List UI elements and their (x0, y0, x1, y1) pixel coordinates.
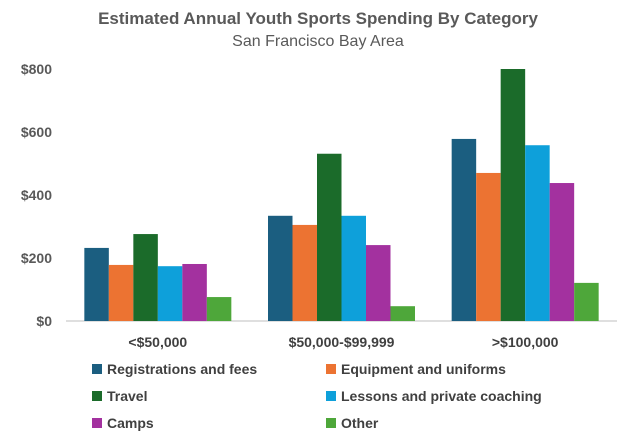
legend-label: Camps (107, 415, 154, 431)
bar (574, 282, 599, 321)
x-tick-label: >$100,000 (492, 334, 559, 350)
legend-item: Equipment and uniforms (326, 361, 506, 377)
bar (341, 215, 366, 321)
bar (525, 145, 550, 321)
legend-swatch (326, 391, 336, 401)
bar (549, 183, 575, 321)
legend-item: Camps (92, 415, 154, 431)
legend-swatch (326, 418, 336, 428)
y-axis: $0 $200 $400 $600 $800 (21, 61, 52, 329)
y-tick-label: $0 (36, 313, 52, 329)
bar (292, 224, 317, 321)
bar (366, 245, 391, 321)
y-tick-label: $200 (21, 250, 52, 266)
legend-swatch (326, 364, 336, 374)
x-tick-label: $50,000-$99,999 (289, 334, 395, 350)
bar (206, 297, 232, 321)
legend-label: Equipment and uniforms (341, 361, 506, 377)
y-tick-label: $800 (21, 61, 52, 77)
legend-item: Lessons and private coaching (326, 388, 542, 404)
legend-label: Other (341, 415, 379, 431)
legend: Registrations and fees Equipment and unif… (92, 361, 542, 431)
y-tick-label: $600 (21, 124, 52, 140)
bar (133, 234, 158, 321)
bar (390, 306, 415, 321)
legend-swatch (92, 364, 102, 374)
bar (268, 215, 293, 321)
bar-area (84, 69, 599, 321)
bar (500, 69, 526, 321)
legend-label: Travel (107, 388, 147, 404)
legend-label: Registrations and fees (107, 361, 257, 377)
legend-swatch (92, 391, 102, 401)
legend-item: Other (326, 415, 379, 431)
legend-item: Travel (92, 388, 147, 404)
bar (157, 266, 183, 321)
bar (451, 138, 477, 321)
legend-item: Registrations and fees (92, 361, 257, 377)
y-tick-label: $400 (21, 187, 52, 203)
legend-label: Lessons and private coaching (341, 388, 542, 404)
bar (182, 263, 207, 321)
x-tick-label: <$50,000 (128, 334, 187, 350)
bar (476, 172, 501, 321)
bar (108, 264, 134, 321)
x-axis: <$50,000 $50,000-$99,999 >$100,000 (128, 334, 558, 350)
chart-title: Estimated Annual Youth Sports Spending B… (98, 9, 538, 28)
legend-swatch (92, 418, 102, 428)
bar (84, 247, 109, 321)
bar (317, 153, 342, 321)
chart-subtitle: San Francisco Bay Area (232, 33, 404, 50)
